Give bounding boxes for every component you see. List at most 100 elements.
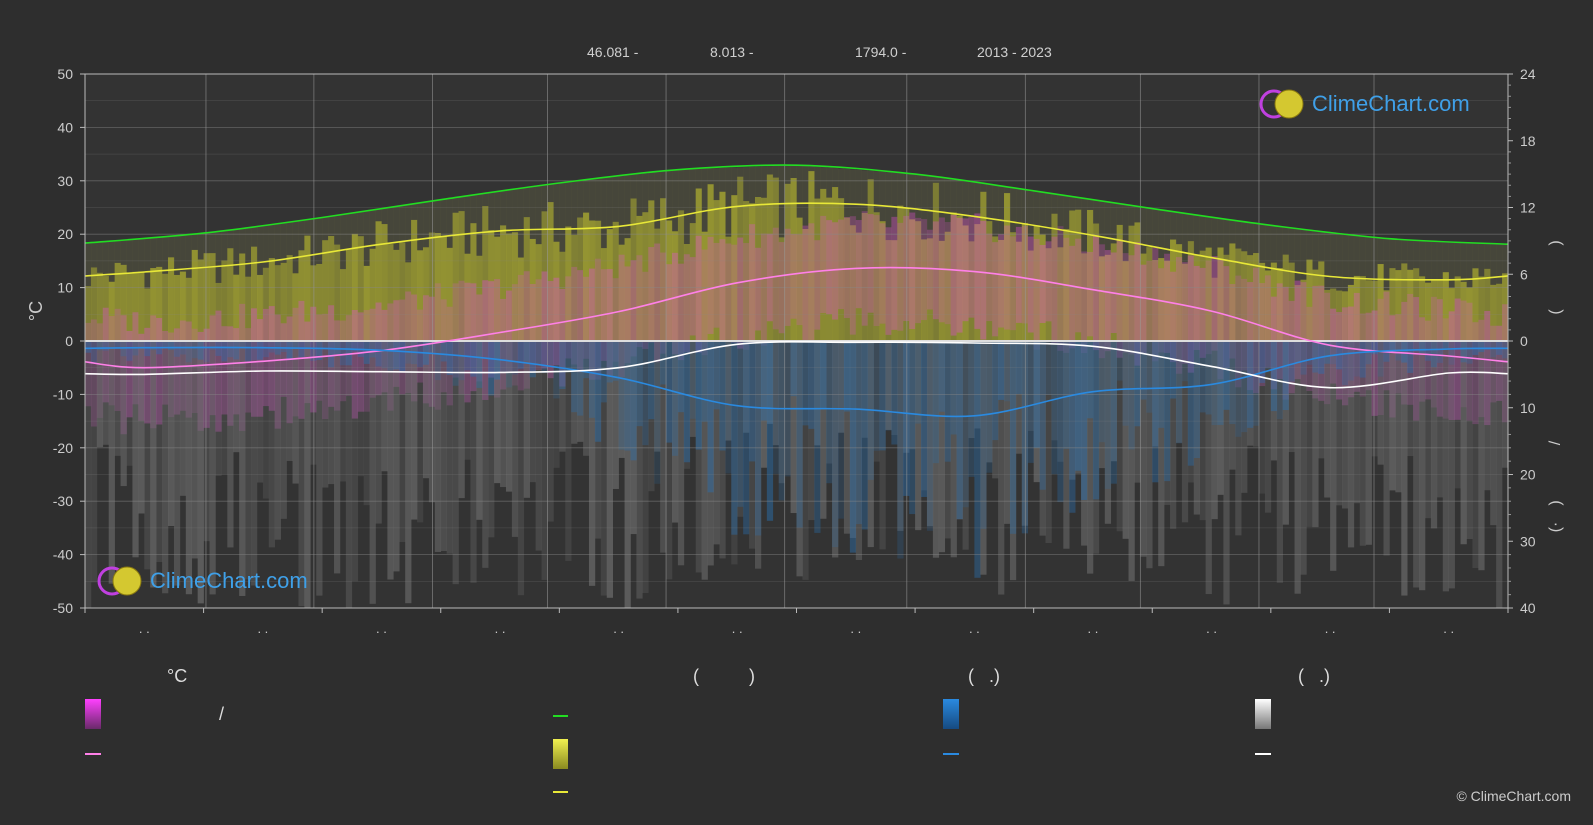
- rain-column: [980, 341, 987, 529]
- sunshine-column: [921, 239, 928, 341]
- snow-column: [1383, 341, 1390, 556]
- rain-column: [126, 341, 133, 361]
- temperature-range-column: [921, 219, 928, 321]
- temperature-range-column: [671, 252, 679, 355]
- sunshine-column: [251, 246, 258, 341]
- sunshine-column: [286, 255, 293, 341]
- rain-column: [1460, 341, 1467, 363]
- temperature-range-column: [1033, 238, 1040, 350]
- snow-column: [695, 341, 702, 573]
- snow-column: [173, 341, 181, 586]
- rain-column: [1276, 341, 1283, 420]
- rain-column: [849, 341, 857, 553]
- snow-column: [1359, 341, 1366, 546]
- rain-column: [1164, 341, 1171, 482]
- y-axis-label-right: (: [1547, 309, 1564, 315]
- rain-column: [1377, 341, 1384, 377]
- y-tick-label-left: -50: [53, 600, 73, 616]
- copyright[interactable]: © ClimeChart.com: [1456, 788, 1571, 804]
- rain-column: [1288, 341, 1295, 382]
- snow-column: [1253, 341, 1260, 447]
- y-tick-label-left: -40: [53, 547, 73, 563]
- sunshine-column: [440, 236, 447, 341]
- sunshine-column: [476, 255, 483, 341]
- y-tick-label-left: 50: [57, 66, 73, 82]
- sunshine-column: [1075, 209, 1082, 341]
- snow-column: [298, 341, 305, 607]
- temperature-range-column: [802, 225, 809, 342]
- snow-column: [1442, 341, 1450, 592]
- rain-column: [162, 341, 169, 349]
- snow-column: [494, 341, 501, 484]
- snow-column: [256, 341, 264, 483]
- sunshine-column: [179, 271, 187, 341]
- sunshine-column: [1258, 262, 1266, 341]
- temperature-range-column: [1039, 244, 1046, 323]
- snow-column: [1140, 341, 1147, 557]
- sunshine-column: [1448, 288, 1455, 341]
- rain-column: [1454, 341, 1461, 350]
- sunshine-column: [1253, 253, 1260, 341]
- sunshine-column: [760, 197, 768, 341]
- sunshine-column: [1110, 243, 1117, 341]
- rain-column: [553, 341, 560, 399]
- sunshine-column: [784, 183, 791, 341]
- sunshine-column: [1460, 281, 1467, 341]
- rain-column: [482, 341, 489, 358]
- temperature-range-column: [701, 249, 708, 356]
- rain-column: [203, 341, 210, 363]
- rain-column: [968, 341, 975, 477]
- temperature-range-column: [1170, 271, 1177, 363]
- logo-bottom-left[interactable]: ClimeChart.com: [96, 565, 308, 597]
- sunshine-column: [1027, 250, 1034, 341]
- temperature-range-column: [559, 288, 566, 387]
- snow-column: [1247, 341, 1254, 446]
- snow-column: [446, 341, 453, 554]
- sunshine-column: [363, 265, 370, 341]
- x-tick-label: . .: [139, 621, 150, 636]
- daylight-line: [84, 164, 1509, 245]
- snow-column: [944, 341, 951, 539]
- temperature-range-column: [221, 326, 228, 415]
- temperature-range-column: [339, 320, 347, 402]
- temperature-range-column: [1063, 237, 1070, 353]
- legend-swatch-rain: [943, 699, 959, 729]
- sunshine-column: [322, 240, 329, 341]
- grid-lines: [85, 73, 1508, 609]
- snow-column: [849, 341, 857, 538]
- snow-column: [1110, 341, 1117, 462]
- temperature-range-column: [345, 315, 353, 396]
- snow-column: [1330, 341, 1337, 571]
- sunshine-column: [1330, 288, 1337, 341]
- legend-swatch-temp-range: [85, 699, 101, 729]
- snow-column: [600, 341, 608, 596]
- temperature-range-column: [245, 328, 252, 413]
- rain-column: [1057, 341, 1064, 503]
- rain-column: [1341, 341, 1349, 386]
- temperature-range-column: [547, 281, 554, 379]
- temperature-range-column: [1424, 320, 1432, 400]
- sunshine-column: [446, 247, 453, 341]
- sunshine-column: [1371, 280, 1378, 341]
- snow-column: [114, 341, 121, 456]
- temperature-range-column: [666, 264, 673, 341]
- snow-column: [802, 341, 809, 580]
- sunshine-column: [387, 244, 394, 341]
- sunshine-column: [280, 262, 287, 341]
- snow-column: [1502, 341, 1509, 468]
- sunshine-column: [1312, 269, 1319, 341]
- sunshine-column: [1164, 260, 1171, 341]
- temperature-range-column: [458, 280, 465, 395]
- rain-column: [1436, 341, 1444, 363]
- logo-top-right[interactable]: ClimeChart.com: [1258, 88, 1470, 120]
- temperature-range-column: [677, 263, 685, 361]
- rain-column: [855, 341, 863, 525]
- rain-column: [470, 341, 477, 377]
- snow-column: [197, 341, 204, 604]
- sunshine-column: [1365, 280, 1372, 341]
- rain-column: [173, 341, 181, 357]
- rain-column: [517, 341, 525, 369]
- snow-column: [612, 341, 619, 489]
- rain-column: [375, 341, 382, 367]
- snow-column: [559, 341, 566, 452]
